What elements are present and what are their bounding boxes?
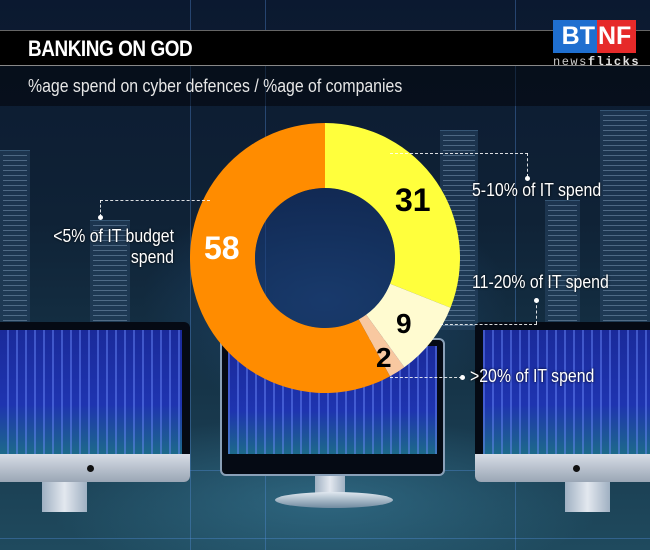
- monitor-screen: [483, 330, 650, 454]
- donut-hole: [255, 188, 395, 328]
- building: [545, 200, 580, 330]
- label-11-20-percent: 11-20% of IT spend: [472, 272, 609, 292]
- label-over-20-percent: >20% of IT spend: [470, 366, 595, 386]
- monitor-logo: [87, 465, 94, 472]
- monitor-logo: [573, 465, 580, 472]
- logo-tagline-bold: flicks: [587, 55, 641, 69]
- logo-tagline-light: news: [553, 55, 588, 69]
- donut-segment: [366, 283, 451, 368]
- donut-segment: [189, 123, 391, 393]
- value-label-9: 9: [396, 308, 412, 339]
- leader-dot: [460, 375, 465, 380]
- left-monitor: [0, 322, 190, 482]
- leader-line-20plus: [390, 377, 462, 378]
- leader-line-11-20-v: [536, 300, 537, 324]
- building: [600, 110, 650, 330]
- leader-line-5-10-v: [527, 153, 528, 177]
- logo-nf: NF: [597, 20, 636, 53]
- building: [0, 150, 30, 330]
- leader-line-lt5: [100, 200, 210, 201]
- center-monitor-base: [275, 492, 393, 508]
- monitor-chin: [475, 454, 650, 482]
- grid-line: [0, 538, 650, 539]
- brand-logo: BT NF newsflicks: [553, 20, 639, 69]
- left-monitor-stand: [42, 482, 87, 512]
- leader-dot: [525, 176, 530, 181]
- leader-dot: [98, 215, 103, 220]
- leader-line-lt5-v: [100, 200, 101, 217]
- label-under-5-line1: <5% of IT budget: [53, 226, 174, 246]
- page-title: BANKING ON GOD: [28, 36, 193, 61]
- leader-line-11-20: [440, 324, 537, 325]
- chart-subtitle: %age spend on cyber defences / %age of c…: [28, 76, 403, 96]
- grid-line: [515, 0, 516, 550]
- logo-bt: BT: [553, 20, 597, 53]
- monitor-screen: [0, 330, 182, 454]
- grid-line: [190, 0, 191, 550]
- subtitle-bar: [0, 66, 650, 106]
- value-label-2: 2: [376, 342, 392, 373]
- leader-dot: [534, 298, 539, 303]
- title-bar: [0, 30, 650, 66]
- monitor-chin: [0, 454, 190, 482]
- label-under-5-percent: <5% of IT budget spend: [21, 226, 174, 268]
- right-monitor: [475, 322, 650, 482]
- logo-tagline: newsflicks: [553, 55, 639, 69]
- label-5-10-percent: 5-10% of IT spend: [472, 180, 602, 200]
- donut-segment: [325, 123, 460, 308]
- building: [90, 220, 130, 330]
- donut-segment: [358, 314, 405, 377]
- value-label-31: 31: [395, 182, 431, 218]
- label-under-5-line2: spend: [130, 247, 174, 267]
- leader-line-5-10: [390, 153, 528, 154]
- value-label-58: 58: [204, 230, 240, 266]
- right-monitor-stand: [565, 482, 610, 512]
